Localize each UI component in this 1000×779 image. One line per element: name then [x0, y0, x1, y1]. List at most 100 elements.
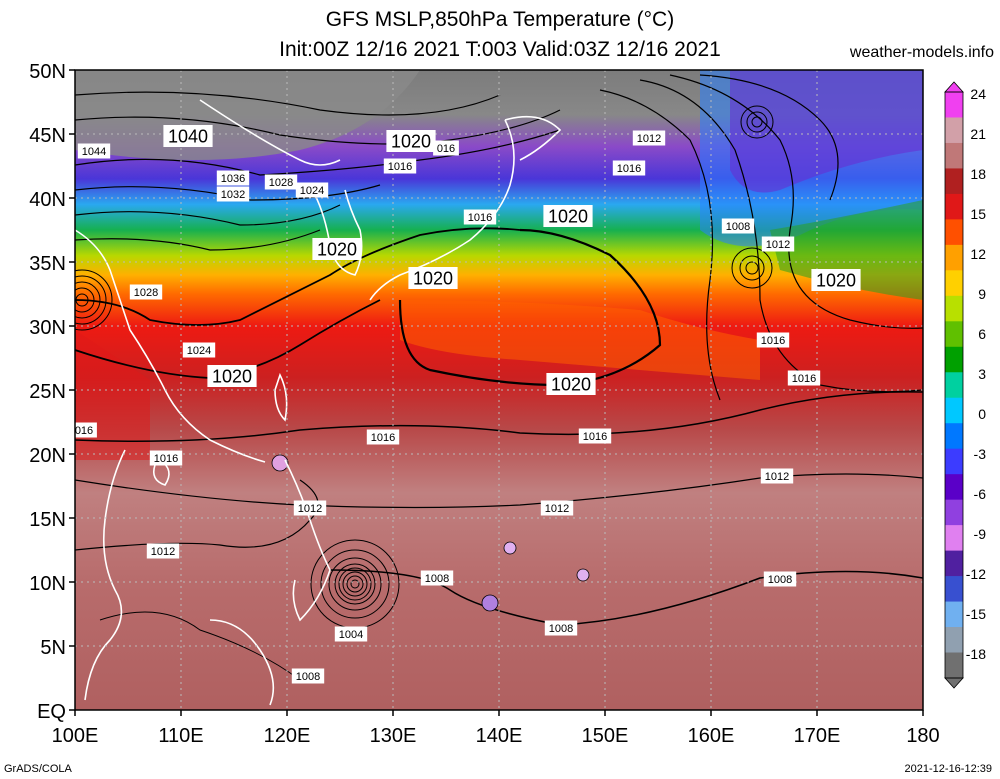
- typhoon-isobar-ring: [334, 563, 376, 605]
- isobar-label-text: 1024: [187, 345, 211, 357]
- low-pressure-ring: [746, 111, 768, 133]
- isobar-label: 1020: [543, 205, 593, 227]
- software-credit: GrADS/COLA: [4, 763, 72, 775]
- isobar-label-text: 1020: [551, 374, 591, 394]
- isobar-label-text: 1016: [583, 431, 607, 443]
- coastline: [274, 372, 288, 422]
- colorbar-swatch: [945, 270, 963, 297]
- colorbar-label: 9: [978, 286, 986, 302]
- isobar-label-text: 1016: [792, 373, 816, 385]
- isobar-label-box: [293, 500, 327, 516]
- isobar-label-box: [760, 468, 794, 484]
- colorbar-swatch: [945, 346, 963, 373]
- colorbar-swatch: [945, 601, 963, 628]
- isobar-label-text: 1020: [212, 366, 252, 386]
- isobar-label-box: [420, 570, 454, 586]
- coastline: [284, 459, 331, 622]
- isobar-line: [75, 91, 501, 116]
- typhoon-isobar-ring: [342, 571, 368, 597]
- isobar-label-box: [721, 218, 755, 234]
- isobar-label-box: [761, 236, 795, 252]
- isobar-label: 1028: [129, 284, 163, 300]
- isobar-label-box: [544, 620, 578, 636]
- isobar-label: 1020: [546, 373, 596, 395]
- isobar-label-text: 1008: [425, 573, 449, 585]
- colorbar-swatch: [945, 219, 963, 246]
- isobar-label: 1012: [632, 130, 666, 146]
- low-pressure-ring: [751, 116, 763, 128]
- isobar-line: [75, 184, 381, 201]
- isobar-label-text: 1008: [726, 221, 750, 233]
- isobar-label: 1012: [760, 468, 794, 484]
- isobar-line: [99, 611, 301, 681]
- isobar-line: [75, 204, 341, 226]
- colorbar-swatch: [945, 295, 963, 322]
- isobar-line: [669, 74, 923, 329]
- isobar-label: 1036: [216, 170, 250, 186]
- isobar-label: 1008: [544, 620, 578, 636]
- isobar-label: 1020: [386, 130, 436, 152]
- isobar-label-text: 1028: [269, 177, 293, 189]
- isobar-line: [699, 74, 839, 201]
- isobar-label-text: 1024: [300, 185, 324, 197]
- lon-tick-label: 130E: [370, 725, 417, 747]
- colorbar-label: -15: [966, 606, 986, 622]
- isobar-label: 1020: [408, 267, 458, 289]
- colorbar-label: 0: [978, 406, 986, 422]
- isobar-label-box: [129, 284, 163, 300]
- high-pressure-ring: [75, 293, 89, 307]
- isobar-label-text: 1032: [221, 189, 245, 201]
- isobar-label-text: 016: [75, 425, 93, 437]
- lat-tick-label: 30N: [29, 317, 66, 339]
- colorbar-label: 3: [978, 366, 986, 382]
- isobar-label: 1016: [756, 332, 790, 348]
- isobar-label-text: 1036: [221, 173, 245, 185]
- coastline: [84, 449, 126, 701]
- isobar-label-box: [207, 365, 257, 387]
- isobar-label-text: 1020: [548, 206, 588, 226]
- isobar-label-text: 1016: [388, 161, 412, 173]
- isobar-label: 1016: [366, 429, 400, 445]
- isobar-label-box: [408, 267, 458, 289]
- isobar-label-text: 1016: [761, 335, 785, 347]
- lat-tick-label: 5N: [40, 637, 66, 659]
- temperature-colorbar: 24 21 18 15 12 9 6 3 0 -3 -6 -9 -12 -15 -18: [944, 81, 987, 689]
- lat-tick-label: 50N: [29, 61, 66, 83]
- isobar-label-text: 1012: [766, 239, 790, 251]
- colorbar-swatch: [945, 372, 963, 399]
- typhoon-isobar-ring: [346, 575, 364, 593]
- typhoon-isobar-ring: [350, 579, 360, 589]
- isobar-label-box: [295, 182, 329, 198]
- lon-tick-label: 120E: [264, 725, 311, 747]
- isobar-label: 1008: [763, 571, 797, 587]
- isobar-label: 1016: [149, 450, 183, 466]
- colorbar-swatch: [945, 168, 963, 195]
- isobar-label-box: [763, 571, 797, 587]
- longitude-ticks: 100E 110E 120E 130E 140E 150E 160E 170E 180: [52, 710, 940, 747]
- isobar-label-box: [149, 450, 183, 466]
- lat-tick-label: EQ: [37, 701, 66, 723]
- isobar-label-box: [182, 342, 216, 358]
- colorbar-frame: [944, 91, 964, 679]
- isobar-line: [75, 229, 321, 251]
- isobar-label-text: 1044: [82, 146, 106, 158]
- latitude-ticks: 50N 45N 40N 35N 30N 25N 20N 15N 10N 5N EQ: [29, 61, 75, 723]
- lat-tick-label: 20N: [29, 445, 66, 467]
- chart-title: GFS MSLP,850hPa Temperature (°C): [325, 8, 675, 31]
- isobar-label: 1024: [182, 342, 216, 358]
- colorbar-swatch: [945, 397, 963, 424]
- isobar-label: 1016: [383, 158, 417, 174]
- isobar-label-text: 1028: [134, 287, 158, 299]
- isobar-label-box: [216, 170, 250, 186]
- colorbar-swatch: [945, 448, 963, 475]
- cold-spot: [576, 568, 590, 582]
- isobar-label: 1012: [761, 236, 795, 252]
- colorbar-label: -3: [974, 446, 987, 462]
- isobar-line: [639, 79, 923, 393]
- typhoon-isobar-ring: [320, 549, 390, 619]
- colorbar-swatch: [945, 423, 963, 450]
- isobar-line: [75, 129, 561, 176]
- isobar-label: 1020: [207, 365, 257, 387]
- isobar-line: [75, 473, 923, 509]
